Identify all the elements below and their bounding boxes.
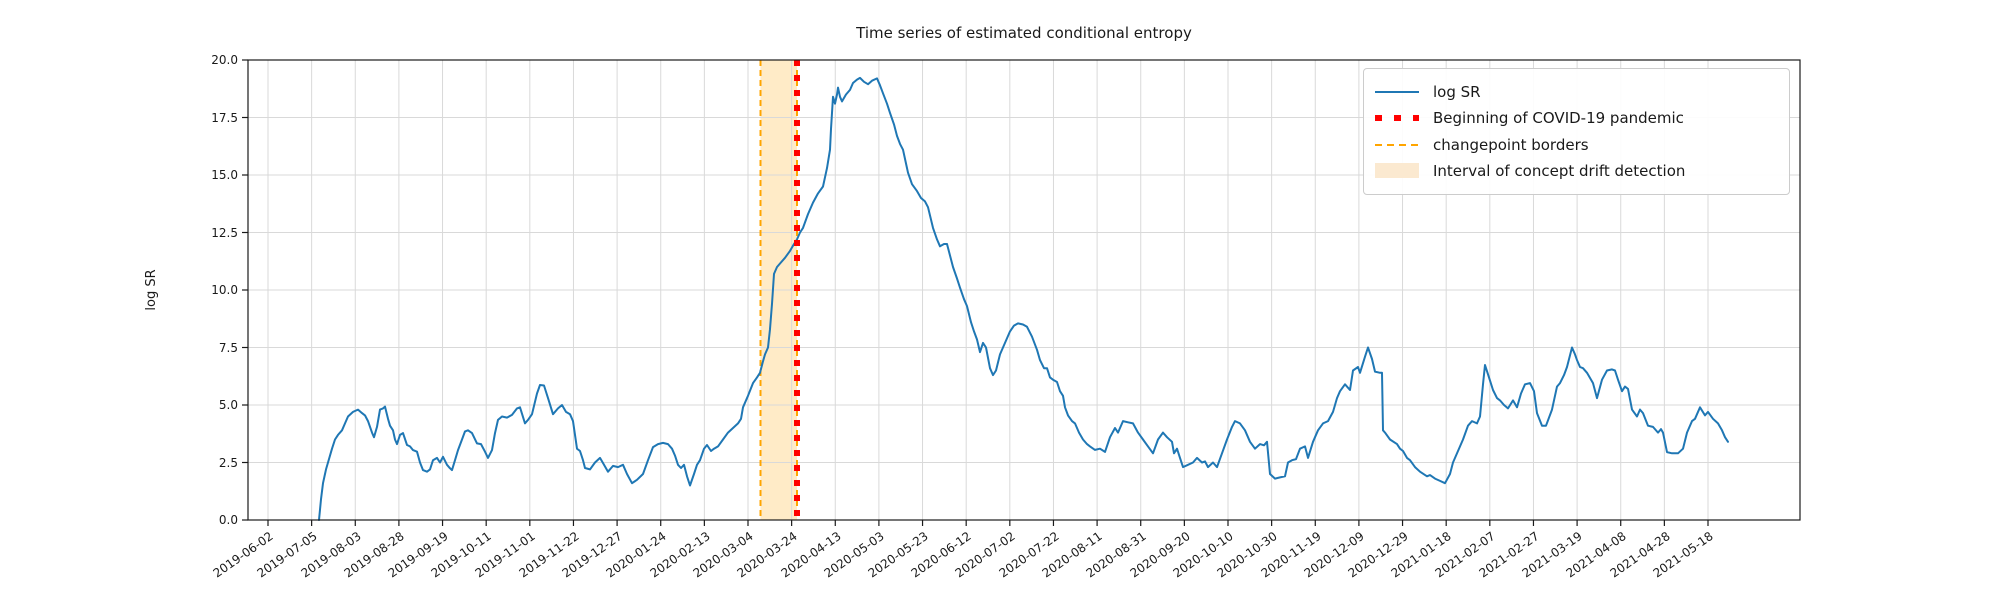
dotted-line-icon	[1375, 115, 1419, 122]
y-tick-label: 17.5	[211, 110, 238, 125]
y-tick-label: 20.0	[211, 53, 238, 67]
y-tick-label: 2.5	[218, 455, 238, 470]
dashed-line-icon	[1375, 143, 1419, 146]
legend-item-label: Interval of concept drift detection	[1433, 161, 1686, 180]
log-sr-line	[318, 76, 1729, 521]
legend: log SR Beginning of COVID-19 pandemic ch…	[1363, 68, 1790, 195]
y-tick-label: 12.5	[211, 225, 238, 240]
y-tick-label: 10.0	[211, 283, 238, 297]
legend-item-label: log SR	[1433, 83, 1481, 102]
shaded-patch-icon	[1375, 163, 1419, 179]
legend-item-label: Beginning of COVID-19 pandemic	[1433, 109, 1684, 128]
y-axis-label: log SR	[144, 269, 159, 311]
y-tick-label: 0.0	[218, 513, 238, 527]
legend-item-label: changepoint borders	[1433, 135, 1589, 154]
chart-title: Time series of estimated conditional ent…	[856, 24, 1192, 42]
legend-item-pandemic: Beginning of COVID-19 pandemic	[1375, 109, 1778, 127]
solid-line-icon	[1375, 91, 1419, 94]
legend-item-drift-interval: Interval of concept drift detection	[1375, 162, 1778, 180]
y-tick-label: 7.5	[218, 340, 238, 355]
legend-item-log-sr: log SR	[1375, 83, 1778, 101]
y-tick-label: 5.0	[218, 398, 238, 412]
legend-item-changepoint: changepoint borders	[1375, 136, 1778, 154]
y-tick-label: 15.0	[211, 168, 238, 182]
